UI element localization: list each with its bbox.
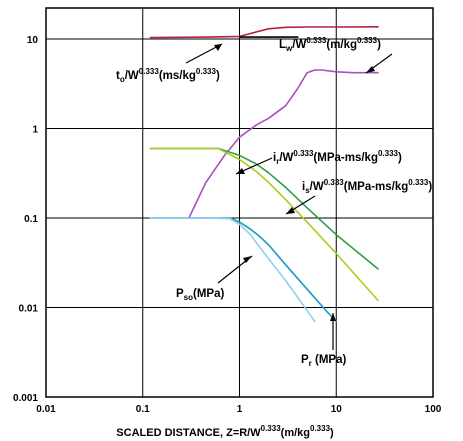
y-tick-label: 0.1 (24, 214, 38, 225)
arrowhead-t-o (214, 44, 222, 51)
annotation-l-w: Lw/W0.333(m/kg0.333) (279, 36, 393, 74)
arrowhead-p-r (330, 313, 336, 321)
svg-text:Lw/W0.333(m/kg0.333): Lw/W0.333(m/kg0.333) (279, 36, 381, 53)
arrowhead-p-so (243, 256, 252, 263)
svg-text:Pso(MPa): Pso(MPa) (176, 288, 224, 302)
series-l-w-line (188, 69, 379, 219)
annotation-i-s: is/W0.333(MPa-ms/kg0.333) (285, 178, 432, 215)
grid-lines (46, 8, 433, 397)
plot-frame (45, 7, 434, 398)
x-tick-label: 1 (237, 404, 243, 415)
x-tick-label: 100 (425, 404, 442, 415)
y-tick-label: 10 (27, 35, 39, 46)
svg-text:Pr (MPa): Pr (MPa) (301, 354, 346, 368)
arrowhead-i-s (286, 207, 295, 214)
series-i-s-line (149, 147, 379, 302)
arrowhead-i-r (236, 168, 245, 174)
x-tick-label: 10 (331, 404, 343, 415)
annotation-t-o: to/W0.333(ms/kg0.333) (116, 43, 223, 84)
y-tick-label: 0.001 (13, 393, 38, 404)
x-tick-label: 0.01 (36, 404, 56, 415)
svg-text:ir/W0.333(MPa-ms/kg0.333): ir/W0.333(MPa-ms/kg0.333) (273, 149, 402, 166)
series-p-r-line (149, 217, 338, 323)
y-tick-label: 1 (32, 125, 38, 136)
x-tick-label: 0.1 (136, 404, 150, 415)
y-tick-label: 0.01 (19, 304, 39, 315)
svg-text:is/W0.333(MPa-ms/kg0.333): is/W0.333(MPa-ms/kg0.333) (302, 178, 432, 195)
arrowhead-l-w (366, 66, 375, 73)
svg-text:to/W0.333(ms/kg0.333): to/W0.333(ms/kg0.333) (116, 67, 220, 84)
annotation-i-r: ir/W0.333(MPa-ms/kg0.333) (235, 149, 402, 175)
series-i-r-line (149, 147, 379, 270)
annotation-p-so: Pso(MPa) (176, 255, 253, 302)
annotation-p-r: Pr (MPa) (301, 313, 346, 368)
data-curves (149, 25, 379, 323)
series-t-o-line (149, 25, 379, 39)
series-p-so-line (149, 217, 316, 323)
x-axis-label: SCALED DISTANCE, Z=R/W0.333(m/kg0.333) (116, 424, 334, 439)
